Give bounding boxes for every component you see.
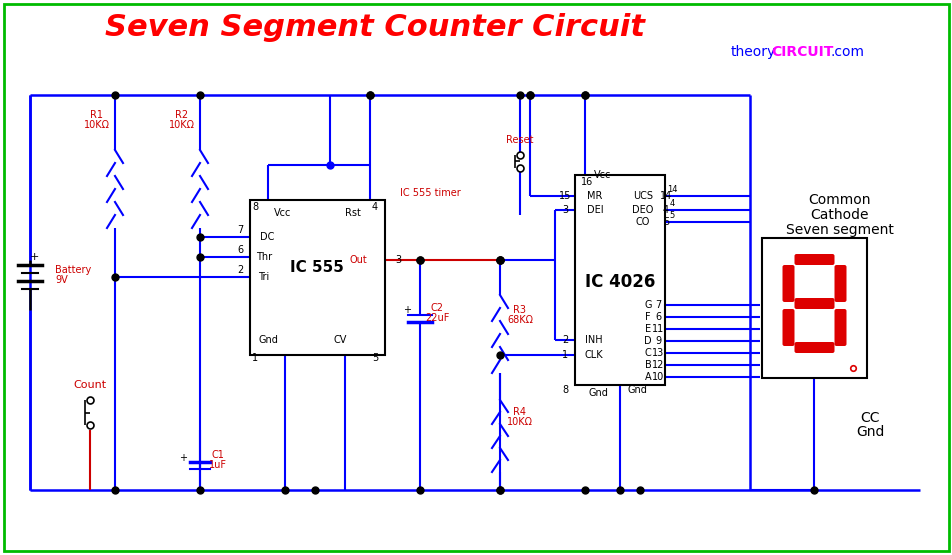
Text: Gnd: Gnd: [587, 388, 607, 398]
Text: theory: theory: [730, 45, 776, 59]
Text: IC 4026: IC 4026: [585, 273, 654, 291]
Text: R3: R3: [513, 305, 526, 315]
Text: Count: Count: [73, 380, 107, 390]
Text: A: A: [644, 372, 650, 382]
Text: 10: 10: [651, 372, 664, 382]
Text: E: E: [645, 324, 650, 334]
FancyBboxPatch shape: [834, 309, 845, 346]
Text: 7: 7: [654, 300, 661, 310]
Bar: [762, 238, 866, 378]
Text: Out: Out: [348, 255, 367, 265]
Text: C: C: [644, 348, 650, 358]
Text: 5: 5: [371, 353, 378, 363]
Text: +: +: [30, 252, 39, 262]
Text: 22uF: 22uF: [425, 313, 448, 323]
Text: 12: 12: [651, 360, 664, 370]
FancyBboxPatch shape: [834, 265, 845, 302]
Text: MR: MR: [586, 191, 602, 201]
Text: 2: 2: [562, 335, 567, 345]
FancyBboxPatch shape: [794, 342, 834, 353]
Text: DC: DC: [260, 232, 274, 242]
Text: 16: 16: [581, 177, 592, 187]
Text: Reset: Reset: [506, 135, 533, 145]
Text: 14: 14: [659, 191, 671, 201]
Text: Gnd: Gnd: [626, 385, 646, 395]
Text: .com: .com: [830, 45, 864, 59]
Text: 5: 5: [668, 211, 674, 220]
Text: 4: 4: [668, 199, 674, 209]
Text: 5: 5: [663, 217, 668, 227]
Text: 7: 7: [237, 225, 243, 235]
Text: 4: 4: [371, 202, 378, 212]
FancyBboxPatch shape: [782, 265, 794, 302]
Text: 9: 9: [654, 336, 661, 346]
Text: DEI: DEI: [586, 205, 603, 215]
Text: 10KΩ: 10KΩ: [506, 417, 532, 427]
Text: Gnd: Gnd: [258, 335, 278, 345]
Text: Rst: Rst: [345, 208, 361, 218]
Text: 1: 1: [251, 353, 258, 363]
Text: C1: C1: [211, 450, 225, 460]
Text: 68KΩ: 68KΩ: [506, 315, 532, 325]
Text: CO: CO: [635, 217, 649, 227]
Text: B: B: [644, 360, 650, 370]
Text: Common: Common: [808, 193, 870, 207]
Text: 2: 2: [237, 265, 243, 275]
Text: CC: CC: [860, 411, 879, 425]
Text: 14: 14: [666, 185, 677, 194]
Text: 9V: 9V: [55, 275, 68, 285]
Text: +: +: [179, 453, 187, 463]
Text: +: +: [403, 305, 410, 315]
Text: C2: C2: [430, 303, 443, 313]
Text: Cathode: Cathode: [810, 208, 868, 222]
Text: IC 555 timer: IC 555 timer: [399, 188, 460, 198]
Text: 13: 13: [651, 348, 664, 358]
Text: R4: R4: [513, 407, 526, 417]
Text: DEO: DEO: [631, 205, 653, 215]
Text: 11: 11: [651, 324, 664, 334]
Text: G: G: [644, 300, 651, 310]
Text: D: D: [644, 336, 651, 346]
Text: Seven segment: Seven segment: [785, 223, 893, 237]
Text: Seven Segment Counter Circuit: Seven Segment Counter Circuit: [105, 13, 645, 43]
Text: Thr: Thr: [256, 252, 271, 262]
Text: 6: 6: [654, 312, 661, 322]
Text: 10KΩ: 10KΩ: [169, 120, 195, 130]
Text: R1: R1: [90, 110, 104, 120]
Text: CLK: CLK: [585, 350, 603, 360]
Text: 1: 1: [562, 350, 567, 360]
Text: Battery: Battery: [55, 265, 91, 275]
Text: CIRCUIT: CIRCUIT: [770, 45, 832, 59]
Text: 3: 3: [394, 255, 401, 265]
Bar: [574, 175, 664, 385]
FancyBboxPatch shape: [794, 298, 834, 309]
Text: 1uF: 1uF: [208, 460, 227, 470]
Text: F: F: [645, 312, 650, 322]
Text: IC 555: IC 555: [289, 260, 344, 275]
Text: 6: 6: [237, 245, 243, 255]
Text: CV: CV: [333, 335, 347, 345]
Text: Vcc: Vcc: [594, 170, 611, 180]
Text: 8: 8: [251, 202, 258, 212]
Text: 15: 15: [558, 191, 570, 201]
Text: 10KΩ: 10KΩ: [84, 120, 109, 130]
Text: 4: 4: [663, 205, 668, 215]
Text: Gnd: Gnd: [855, 425, 883, 439]
Text: Vcc: Vcc: [274, 208, 291, 218]
Text: 8: 8: [562, 385, 567, 395]
Text: 3: 3: [562, 205, 567, 215]
FancyBboxPatch shape: [782, 309, 794, 346]
Bar: [249, 200, 385, 355]
Text: Tri: Tri: [258, 272, 269, 282]
Text: R2: R2: [175, 110, 188, 120]
Text: UCS: UCS: [632, 191, 652, 201]
Text: INH: INH: [585, 335, 603, 345]
FancyBboxPatch shape: [794, 254, 834, 265]
